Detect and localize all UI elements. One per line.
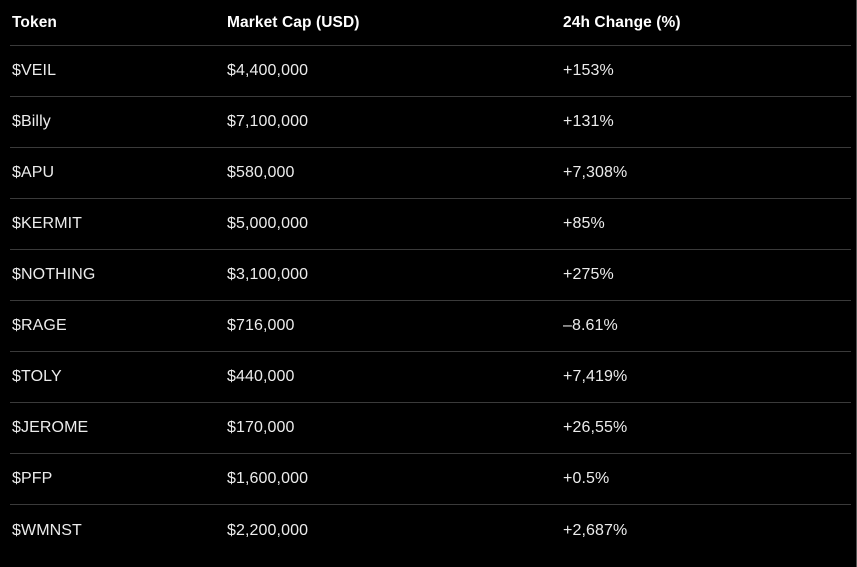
table-row: $RAGE $716,000 –8.61% (10, 301, 851, 352)
change-cell: +85% (563, 215, 605, 232)
table-row: $VEIL $4,400,000 +153% (10, 46, 851, 97)
token-cell: $NOTHING (12, 266, 96, 283)
column-header-market-cap: Market Cap (USD) (227, 13, 360, 31)
token-cell: $APU (12, 164, 55, 181)
change-cell: +7,308% (563, 164, 628, 181)
market-cap-cell: $716,000 (227, 317, 295, 334)
change-cell: +26,55% (563, 419, 628, 436)
table-row: $APU $580,000 +7,308% (10, 148, 851, 199)
market-cap-cell: $2,200,000 (227, 521, 309, 539)
token-cell: $TOLY (12, 368, 62, 385)
change-cell: +7,419% (563, 368, 628, 385)
table-row: $WMNST $2,200,000 +2,687% (10, 505, 851, 556)
token-cell: $JEROME (12, 419, 89, 436)
market-cap-cell: $170,000 (227, 419, 295, 436)
token-cell: $VEIL (12, 62, 57, 79)
table-row: $Billy $7,100,000 +131% (10, 97, 851, 148)
change-cell: +153% (563, 62, 614, 79)
change-cell: +2,687% (563, 521, 628, 539)
table-header-row: Token Market Cap (USD) 24h Change (%) (10, 0, 851, 46)
market-cap-cell: $5,000,000 (227, 215, 309, 232)
token-cell: $Billy (12, 113, 51, 130)
change-cell: +0.5% (563, 470, 610, 487)
market-cap-cell: $1,600,000 (227, 470, 309, 487)
change-cell: –8.61% (563, 317, 618, 334)
change-cell: +275% (563, 266, 614, 283)
market-cap-cell: $7,100,000 (227, 113, 309, 130)
change-cell: +131% (563, 113, 614, 130)
table-body: $VEIL $4,400,000 +153% $Billy $7,100,000… (10, 46, 851, 556)
table-row: $TOLY $440,000 +7,419% (10, 352, 851, 403)
market-cap-cell: $440,000 (227, 368, 295, 385)
table-row: $NOTHING $3,100,000 +275% (10, 250, 851, 301)
token-cell: $KERMIT (12, 215, 83, 232)
table-row: $KERMIT $5,000,000 +85% (10, 199, 851, 250)
token-cell: $RAGE (12, 317, 67, 334)
table-row: $PFP $1,600,000 +0.5% (10, 454, 851, 505)
column-header-24h-change: 24h Change (%) (563, 13, 681, 31)
market-cap-cell: $4,400,000 (227, 62, 309, 79)
token-cell: $WMNST (12, 521, 82, 539)
column-header-token: Token (12, 13, 57, 31)
token-cell: $PFP (12, 470, 53, 487)
table-row: $JEROME $170,000 +26,55% (10, 403, 851, 454)
market-cap-cell: $580,000 (227, 164, 295, 181)
market-cap-cell: $3,100,000 (227, 266, 309, 283)
